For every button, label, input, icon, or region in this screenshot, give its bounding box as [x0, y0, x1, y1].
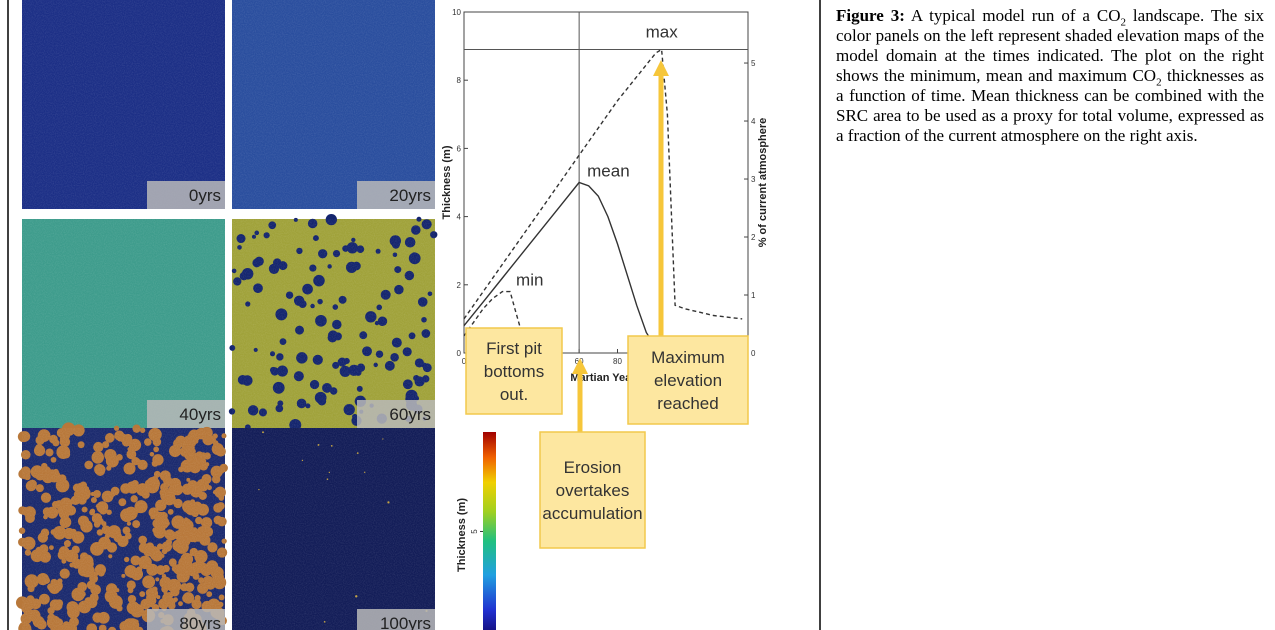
panel-grain: [232, 219, 435, 428]
y2-axis-label: % of current atmosphere: [757, 118, 769, 248]
annotation-text: First pit: [486, 339, 542, 358]
panel-label-box: [357, 609, 435, 630]
chart: 0204060801001201400246810012345Martian Y…: [441, 8, 769, 384]
plot-frame: [463, 11, 749, 354]
panel-label: 100yrs: [380, 614, 431, 630]
annotation-text: overtakes: [556, 481, 630, 500]
y2-tick-label: 1: [751, 291, 756, 300]
series-line: [463, 290, 534, 354]
x-tick-label: 0: [462, 357, 467, 366]
y-tick-label: 6: [457, 144, 462, 153]
x-axis-label: Martian Years: [570, 372, 641, 384]
series-label: min: [516, 271, 543, 290]
series-line: [463, 181, 666, 354]
colorbar-gradient: [483, 432, 496, 630]
y2-tick-label: 0: [751, 349, 756, 358]
x-tick-label: 60: [575, 357, 584, 366]
series-label: max: [646, 23, 679, 42]
panel-label: 60yrs: [389, 405, 431, 424]
annotation-text: Erosion: [564, 458, 622, 477]
panel-label-box: [357, 400, 435, 428]
annotation-text: accumulation: [542, 504, 642, 523]
elevation-panel: 60yrs: [228, 213, 438, 431]
annotation-text: out.: [500, 385, 528, 404]
panel-label-box: [147, 400, 225, 428]
y2-tick-label: 2: [751, 233, 756, 242]
annotations: First pit bottoms out. Erosion overtakes accu…: [465, 59, 749, 549]
y-tick-label: 4: [457, 213, 462, 222]
annotation-text: elevation: [654, 371, 722, 390]
y-tick-label: 10: [452, 8, 461, 17]
panel-label: 20yrs: [389, 186, 431, 205]
panel-grain: [22, 219, 225, 428]
annotation-box: [465, 327, 563, 415]
annotation-box: [627, 335, 749, 425]
annotation-text: Maximum: [651, 348, 725, 367]
elevation-panel: 0yrs: [22, 0, 225, 209]
annotation-text: bottoms: [484, 362, 544, 381]
panel-grain: [232, 428, 435, 630]
colorbar-tick-label: 5: [470, 529, 479, 534]
colorbar: 05Thickness (m): [456, 432, 496, 630]
y-tick-label: 0: [457, 349, 462, 358]
x-tick-label: 80: [613, 357, 622, 366]
y-tick-label: 8: [457, 76, 462, 85]
series-label: mean: [587, 162, 630, 181]
caption-text: thicknesses as a function of time. Mean …: [836, 66, 1265, 145]
subscript: 2: [1120, 16, 1127, 29]
annotation-box: [539, 431, 646, 549]
panel-grain: [232, 0, 435, 209]
panel-grid: 0yrs 20yrs 40yrs 60yrs 80yrs 100yrs: [15, 0, 438, 630]
panel-label-box: [147, 181, 225, 209]
colorbar-label: Thickness (m): [456, 498, 468, 572]
caption-label: Figure 3:: [836, 6, 905, 25]
y2-tick-label: 4: [751, 117, 756, 126]
panel-label-box: [357, 181, 435, 209]
subscript: 2: [1156, 76, 1162, 89]
y2-tick-label: 5: [751, 59, 756, 68]
elevation-panel: 20yrs: [232, 0, 435, 209]
panel-grain: [22, 0, 225, 209]
panel-label-box: [147, 609, 225, 630]
panel-grain: [22, 428, 225, 630]
caption-text: A typical model run of a CO: [904, 6, 1121, 25]
panel-label: 40yrs: [179, 405, 221, 424]
caption: Figure 3: A typical model run of a CO2 l…: [836, 6, 1264, 146]
annotation-text: reached: [657, 394, 718, 413]
y-axis-label: Thickness (m): [441, 145, 453, 219]
elevation-panel: 40yrs: [22, 219, 225, 428]
caption-text: landscape. The six color panels on the l…: [836, 6, 1265, 85]
y2-tick-label: 3: [751, 175, 756, 184]
panel-label: 80yrs: [179, 614, 221, 630]
series-line: [463, 48, 743, 320]
elevation-panel: 80yrs: [15, 422, 228, 630]
y-tick-label: 2: [457, 281, 462, 290]
panel-label: 0yrs: [189, 186, 221, 205]
elevation-panel: 100yrs: [232, 428, 435, 630]
